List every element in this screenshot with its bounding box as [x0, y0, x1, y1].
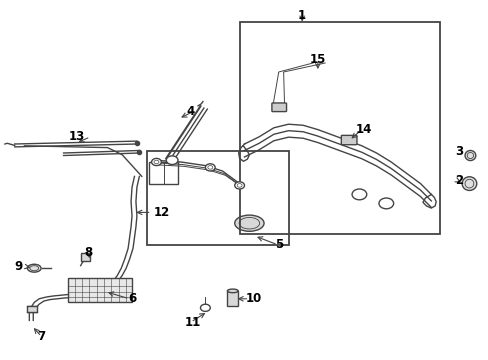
Bar	[149, 162, 178, 184]
Text: 6: 6	[128, 292, 136, 305]
Text: 14: 14	[355, 123, 372, 136]
Circle shape	[234, 182, 244, 189]
Bar	[27, 306, 37, 312]
Ellipse shape	[461, 177, 476, 190]
Text: 5: 5	[274, 238, 282, 251]
Text: 8: 8	[84, 246, 92, 258]
Bar	[68, 278, 132, 302]
Text: 2: 2	[455, 174, 463, 186]
Text: 10: 10	[245, 292, 262, 305]
Circle shape	[205, 164, 215, 171]
Circle shape	[151, 158, 161, 166]
Text: 7: 7	[38, 330, 45, 343]
Text: 11: 11	[184, 316, 201, 329]
Text: 13: 13	[69, 130, 85, 143]
Text: 3: 3	[455, 145, 463, 158]
Text: 15: 15	[309, 53, 325, 66]
Text: 1: 1	[298, 9, 305, 22]
Ellipse shape	[464, 150, 475, 161]
FancyBboxPatch shape	[271, 103, 286, 112]
Bar	[227, 291, 238, 306]
Bar	[81, 253, 90, 261]
FancyBboxPatch shape	[341, 135, 356, 145]
Circle shape	[166, 156, 178, 165]
Bar	[239, 22, 439, 234]
Text: 9: 9	[15, 260, 22, 273]
Ellipse shape	[227, 289, 238, 293]
Ellipse shape	[234, 215, 264, 231]
Text: 12: 12	[153, 206, 169, 219]
Bar	[146, 151, 288, 245]
Text: 4: 4	[186, 105, 194, 118]
Ellipse shape	[27, 264, 41, 272]
